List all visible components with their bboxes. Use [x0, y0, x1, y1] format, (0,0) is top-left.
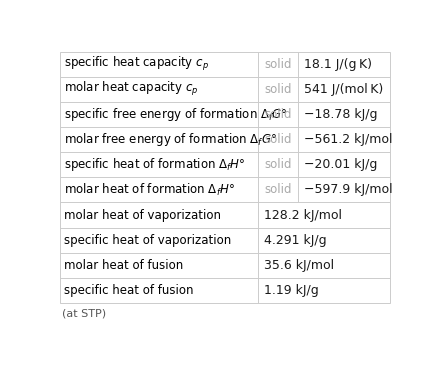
- Text: solid: solid: [263, 133, 291, 146]
- Text: −20.01 kJ/g: −20.01 kJ/g: [303, 158, 376, 171]
- Text: specific heat of vaporization: specific heat of vaporization: [64, 234, 231, 247]
- Text: solid: solid: [263, 158, 291, 171]
- Text: specific heat of fusion: specific heat of fusion: [64, 284, 193, 297]
- Text: molar heat of fusion: molar heat of fusion: [64, 259, 183, 272]
- Text: 35.6 kJ/mol: 35.6 kJ/mol: [264, 259, 333, 272]
- Text: molar heat of formation $\Delta_f H$°: molar heat of formation $\Delta_f H$°: [64, 182, 234, 198]
- Text: molar heat capacity $c_p$: molar heat capacity $c_p$: [64, 81, 198, 98]
- Text: 128.2 kJ/mol: 128.2 kJ/mol: [264, 209, 341, 221]
- Text: (at STP): (at STP): [61, 309, 106, 319]
- Text: specific heat capacity $c_p$: specific heat capacity $c_p$: [64, 55, 208, 73]
- Text: −561.2 kJ/mol: −561.2 kJ/mol: [303, 133, 391, 146]
- Text: −597.9 kJ/mol: −597.9 kJ/mol: [303, 183, 392, 196]
- Text: 18.1 J/(g K): 18.1 J/(g K): [303, 58, 371, 71]
- Text: −18.78 kJ/g: −18.78 kJ/g: [303, 108, 376, 121]
- Text: solid: solid: [263, 183, 291, 196]
- Text: 1.19 kJ/g: 1.19 kJ/g: [264, 284, 318, 297]
- Text: 4.291 kJ/g: 4.291 kJ/g: [264, 234, 326, 247]
- Text: 541 J/(mol K): 541 J/(mol K): [303, 83, 382, 96]
- Text: solid: solid: [263, 83, 291, 96]
- Text: solid: solid: [263, 58, 291, 71]
- Text: molar free energy of formation $\Delta_f G$°: molar free energy of formation $\Delta_f…: [64, 131, 276, 148]
- Text: specific heat of formation $\Delta_f H$°: specific heat of formation $\Delta_f H$°: [64, 156, 245, 173]
- Bar: [60, 52, 389, 303]
- Text: solid: solid: [263, 108, 291, 121]
- Text: specific free energy of formation $\Delta_f G$°: specific free energy of formation $\Delt…: [64, 106, 287, 123]
- Text: molar heat of vaporization: molar heat of vaporization: [64, 209, 221, 221]
